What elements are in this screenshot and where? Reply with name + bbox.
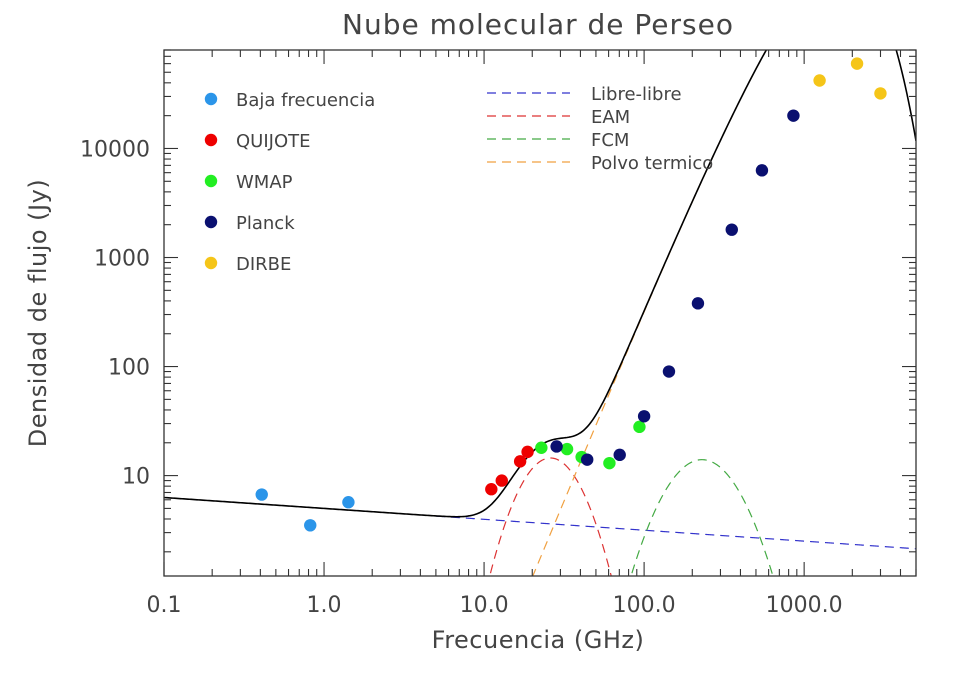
- legend-marker: [204, 215, 218, 229]
- data-point: [603, 456, 616, 470]
- legend-marker: [204, 256, 218, 270]
- data-point: [581, 453, 594, 466]
- data-point: [342, 496, 355, 509]
- legend: Baja frecuencia QUIJOTE WMAP Planck DIRBE Lib…: [204, 84, 713, 275]
- legend-label: QUIJOTE: [236, 131, 311, 152]
- legend-marker: [204, 133, 218, 147]
- tick-labels: 0.1 1.0 10.0 100.0 1000.0 10 100 1000 10000: [80, 138, 843, 619]
- ame-curve: [489, 457, 612, 576]
- legend-label: Planck: [236, 213, 295, 234]
- y-tick-label: 10: [122, 465, 150, 490]
- data-point: [633, 420, 646, 434]
- plot-frame: [163, 49, 917, 577]
- y-tick-label: 100: [108, 356, 150, 381]
- data-point: [255, 488, 268, 501]
- data-point: [787, 109, 800, 122]
- x-tick-label: 100.0: [613, 593, 676, 618]
- legend-label: Polvo termico: [591, 153, 713, 174]
- y-axis-label: Densidad de flujo (Jy): [24, 179, 52, 447]
- chart-title: Nube molecular de Perseo: [342, 8, 734, 41]
- legend-label: WMAP: [236, 172, 293, 193]
- legend-marker: [204, 174, 218, 188]
- data-point: [755, 164, 769, 177]
- x-tick-label: 1000.0: [766, 593, 843, 618]
- x-tick-label: 1.0: [307, 593, 342, 618]
- data-point: [304, 519, 317, 532]
- x-tick-label: 0.1: [147, 593, 182, 618]
- data-point: [485, 483, 498, 496]
- data-point: [513, 455, 527, 468]
- cmb-curve: [630, 459, 774, 576]
- data-point: [521, 445, 534, 459]
- free-free-curve: [435, 515, 916, 550]
- data-point: [813, 74, 826, 87]
- x-axis-label: Frecuencia (GHz): [432, 626, 645, 654]
- data-point: [550, 440, 563, 453]
- data-point: [850, 57, 864, 70]
- legend-label: DIRBE: [236, 254, 291, 275]
- y-tick-label: 1000: [94, 247, 150, 272]
- data-point: [637, 410, 651, 423]
- x-tick-label: 10.0: [460, 593, 509, 618]
- data-point: [691, 297, 705, 310]
- legend-label: EAM: [591, 107, 630, 128]
- data-point: [613, 448, 626, 462]
- y-tick-label: 10000: [80, 138, 150, 163]
- legend-label: Libre-libre: [591, 84, 682, 105]
- legend-label: FCM: [591, 130, 629, 151]
- data-points: [255, 57, 887, 532]
- data-point: [495, 474, 508, 487]
- data-point: [874, 87, 887, 100]
- legend-label: Baja frecuencia: [236, 90, 375, 111]
- data-point: [725, 223, 738, 236]
- legend-marker: [204, 92, 218, 106]
- data-point: [662, 365, 676, 378]
- data-point: [535, 441, 548, 454]
- data-point: [560, 442, 574, 456]
- axis-ticks: [163, 49, 917, 576]
